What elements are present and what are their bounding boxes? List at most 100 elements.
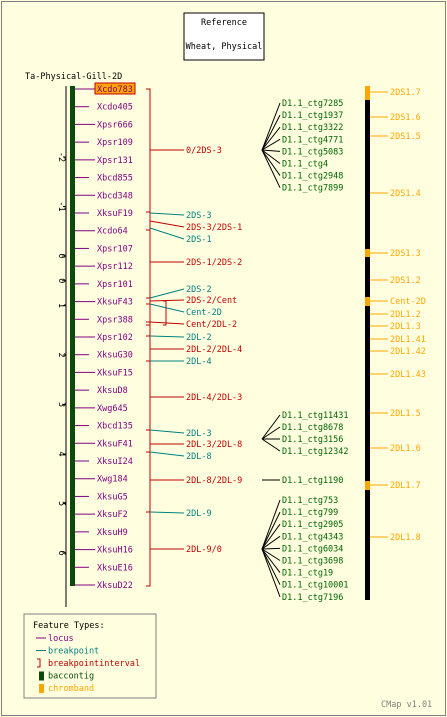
locus-highlight — [94, 82, 136, 95]
chromband-label: 2DL1.8 — [390, 533, 421, 543]
axis-tick-label: 1 — [56, 303, 66, 308]
axis-tick-label: -1 — [56, 201, 66, 211]
locus-label: Xpsr101 — [97, 280, 133, 290]
locus-label: XksuE16 — [97, 563, 133, 573]
contig-label: D1.1_ctg4 — [282, 160, 328, 170]
contig-label: D1.1_ctg7285 — [282, 99, 343, 109]
locus-label: XksuF43 — [97, 298, 133, 308]
contig-connector — [261, 548, 281, 561]
contig-connector — [261, 547, 281, 550]
contig-label: D1.1_ctg1937 — [282, 111, 343, 121]
contig-label: D1.1_ctg4771 — [282, 135, 343, 145]
legend-title: Feature Types: — [33, 621, 105, 631]
breakpoint-connector — [149, 288, 185, 299]
breakpoint-connector — [149, 451, 185, 457]
chromband-label: 2DS1.2 — [390, 276, 421, 286]
contig-connector — [261, 511, 281, 550]
chromband-label: 2DL1.6 — [390, 444, 421, 454]
contig-label: D1.1_ctg753 — [282, 496, 338, 506]
breakpoint-label: 2DL-4 — [186, 357, 212, 367]
chromband-label: 2DS1.7 — [390, 88, 421, 98]
contig-connector — [261, 426, 281, 440]
contig-label: D1.1_ctg8678 — [282, 423, 343, 433]
chromband-bar — [365, 86, 370, 600]
locus-label: Xcdo783 — [97, 85, 133, 95]
breakpoint-label: Cent/2DL-2 — [186, 320, 237, 330]
contig-connector — [261, 149, 281, 152]
axis-tick-label: 6 — [56, 550, 66, 555]
breakpoint-label: 0/2DS-3 — [186, 146, 222, 156]
contig-label: D1.1_ctg19 — [282, 569, 333, 579]
breakpoint-label: 2DL-8/2DL-9 — [186, 476, 242, 486]
legend-label: chromband — [48, 684, 94, 694]
contig-label: D1.1_ctg11431 — [282, 411, 349, 421]
bac-contig-bar — [70, 86, 75, 586]
chromband-highlight — [365, 481, 370, 490]
legend-swatch-breakpointinterval — [37, 658, 41, 668]
breakpoint-label: 2DS-3/2DS-1 — [186, 223, 242, 233]
contig-connector — [261, 138, 281, 151]
chromband-label: 2DL1.43 — [390, 370, 426, 380]
axis-tick-label: 0 — [56, 253, 66, 258]
contig-connector — [261, 414, 281, 440]
breakpoint-label: 2DS-1/2DS-2 — [186, 258, 242, 268]
chromband-label: Cent-2D — [390, 297, 426, 307]
header-subtitle: Wheat, Physical — [186, 42, 263, 52]
chromband-label: 2DL1.42 — [390, 347, 426, 357]
breakpoint-label: 2DL-2/2DL-4 — [186, 345, 242, 355]
breakpoint-label: 2DS-2 — [186, 285, 212, 295]
chromband-label: 2DS1.6 — [390, 113, 421, 123]
axis-tick-label: 4 — [56, 451, 66, 456]
contig-connector — [261, 548, 281, 585]
locus-label: Xpsr666 — [97, 120, 133, 130]
locus-label: XksuH9 — [97, 528, 128, 538]
contig-connector — [261, 149, 281, 164]
interval-brackets — [146, 88, 167, 587]
contig-label: D1.1_ctg1190 — [282, 476, 343, 486]
breakpoint-label: 2DS-1 — [186, 235, 212, 245]
contig-label: D1.1_ctg2905 — [282, 520, 343, 530]
contig-connector — [261, 102, 281, 151]
contig-label: D1.1_ctg3322 — [282, 123, 343, 133]
breakpoint-connector — [149, 321, 185, 325]
contig-label: D1.1_ctg5083 — [282, 147, 343, 157]
breakpoint-list: 0/2DS-3 2DS-3 2DS-3/2DS-1 2DS-1 2DS-1/2DS-2 2… — [149, 146, 242, 555]
axis-tick-label: 5 — [56, 501, 66, 506]
axis-tick-label: 2 — [56, 352, 66, 357]
chromband-label: 2DL1.3 — [390, 322, 421, 332]
contig-connector — [261, 149, 281, 188]
axis-tick-label: -2 — [56, 152, 66, 162]
locus-label: Xwg184 — [97, 475, 128, 485]
contig-label: D1.1_ctg12342 — [282, 447, 349, 457]
locus-label: Xcdo405 — [97, 103, 133, 113]
breakpoint-connector — [149, 303, 185, 313]
contig-connector — [261, 499, 281, 550]
locus-label: XksuD22 — [97, 581, 133, 591]
chromband-label: 2DL1.2 — [390, 310, 421, 320]
locus-label: XksuI24 — [97, 457, 133, 467]
legend-label: breakpoint — [48, 647, 99, 657]
locus-label: XksuF2 — [97, 510, 128, 520]
locus-label: Xpsr112 — [97, 262, 133, 272]
breakpoint-connector — [149, 335, 185, 338]
contig-label: D1.1_ctg6034 — [282, 544, 343, 554]
footer-version: CMap v1.01 — [381, 700, 432, 710]
locus-label: Xpsr109 — [97, 138, 133, 148]
breakpoint-label: 2DL-3 — [186, 429, 212, 439]
locus-label: XksuF15 — [97, 368, 133, 378]
contig-connector — [261, 548, 281, 573]
locus-label: XksuH16 — [97, 546, 133, 556]
map-title[interactable]: Ta-Physical-Gill-2D — [25, 72, 122, 82]
contig-label: D1.1_ctg10001 — [282, 581, 349, 591]
locus-label: Xpsr131 — [97, 156, 133, 166]
legend-box — [23, 613, 157, 699]
contig-connector — [261, 523, 281, 550]
breakpoint-connector — [149, 227, 185, 240]
chromband-label: 2DS1.5 — [390, 132, 421, 142]
breakpoint-connector — [149, 212, 185, 216]
locus-label: XksuD8 — [97, 386, 128, 396]
contig-list: D1.1_ctg7285 D1.1_ctg1937 D1.1_ctg3322 D1.1… — [261, 99, 349, 603]
chromband-list: 2DS1.7 2DS1.6 2DS1.5 2DS1.4 2DS1.3 2DS1.2 Cent… — [365, 86, 426, 543]
locus-label: Xcdo64 — [97, 227, 128, 237]
